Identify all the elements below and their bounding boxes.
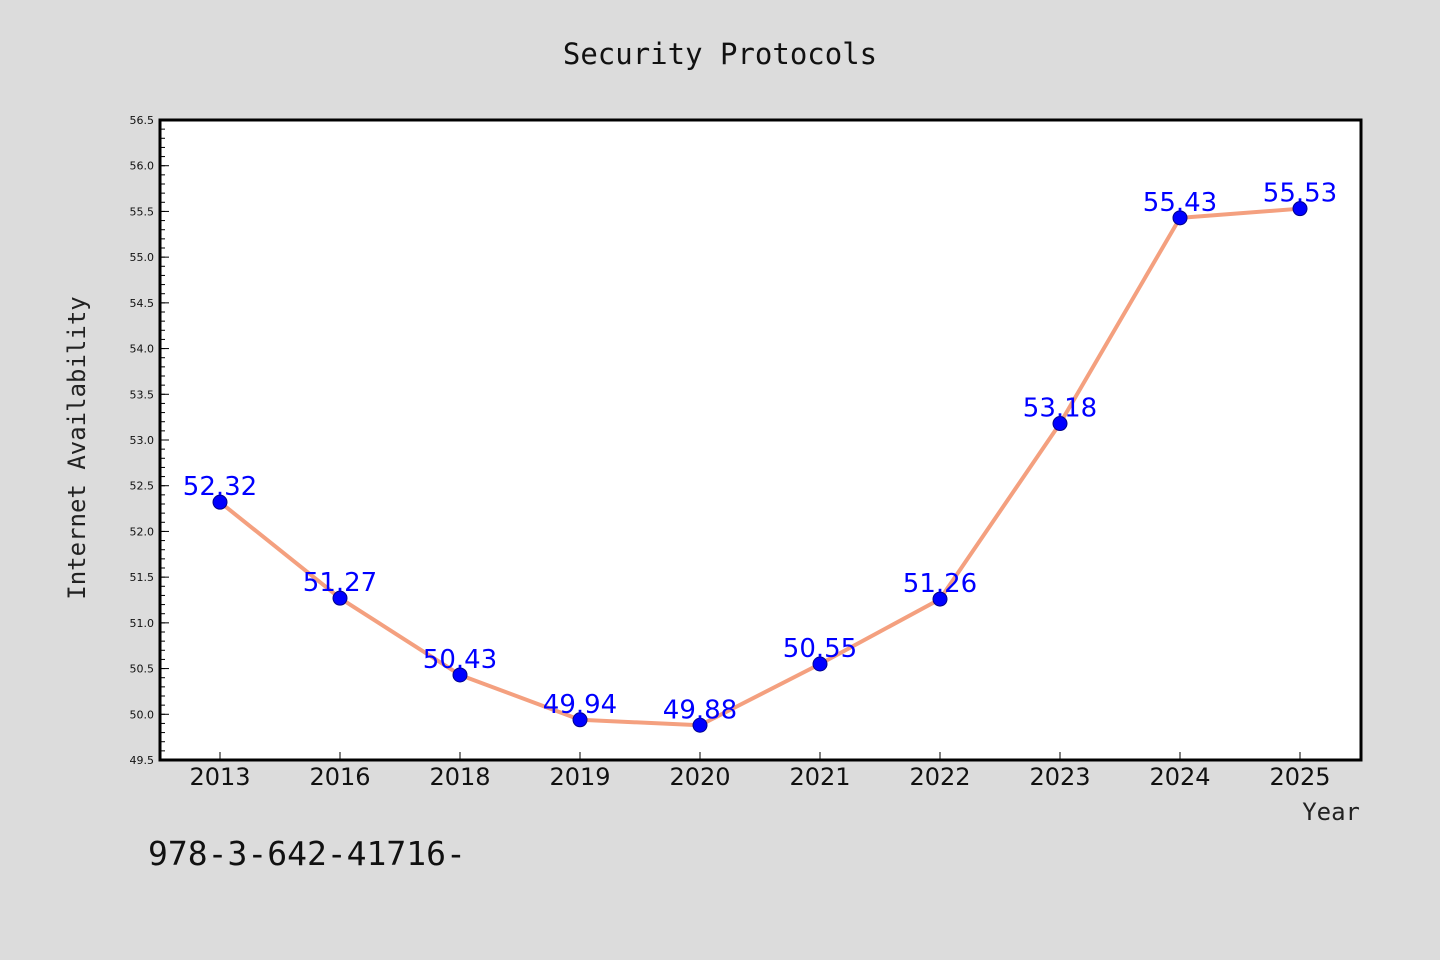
data-point (452, 667, 468, 683)
y-tick-label: 56.0 (130, 160, 155, 173)
data-label: 51.26 (903, 569, 977, 599)
data-label: 50.43 (423, 645, 497, 675)
series-line (218, 206, 1301, 728)
x-tick-label: 2022 (909, 763, 970, 791)
y-tick-label: 51.5 (130, 571, 155, 584)
y-tick-label: 49.5 (130, 754, 155, 767)
data-point (1292, 201, 1308, 217)
plot-frame (158, 118, 1363, 762)
data-label: 49.94 (543, 690, 617, 720)
data-point (692, 717, 708, 733)
data-point (212, 494, 228, 510)
data-label: 55.53 (1263, 179, 1337, 209)
data-label: 51.27 (303, 568, 377, 598)
y-tick-label: 53.0 (130, 434, 155, 447)
chart-title: Security Protocols (563, 37, 877, 71)
data-label: 52.32 (183, 472, 257, 502)
y-tick-label: 50.5 (130, 663, 155, 676)
x-axis-label: Year (1302, 798, 1360, 826)
x-axis: 2013 2016 2018 2019 2020 2021 2022 2023 2024 2025 (189, 752, 1331, 791)
footer-text: 978-3-642-41716- (148, 834, 466, 873)
series-layer: 52.32 51.27 50.43 49.94 49.88 50.55 51.26 53.18… (183, 179, 1337, 733)
x-tick-label: 2018 (429, 763, 490, 791)
y-tick-label: 54.0 (130, 343, 155, 356)
data-point (332, 590, 348, 606)
data-label: 55.43 (1143, 188, 1217, 218)
data-label: 49.88 (663, 695, 737, 725)
y-tick-label: 52.0 (130, 525, 155, 538)
x-tick-label: 2023 (1029, 763, 1090, 791)
y-tick-label: 55.5 (130, 205, 155, 218)
x-tick-label: 2019 (549, 763, 610, 791)
x-tick-label: 2016 (309, 763, 370, 791)
data-label: 50.55 (783, 634, 857, 664)
y-tick-label: 51.0 (130, 617, 155, 630)
x-tick-label: 2025 (1269, 763, 1330, 791)
y-tick-label: 50.0 (130, 708, 155, 721)
data-point (572, 712, 588, 728)
data-point (932, 591, 948, 607)
y-tick-label: 53.5 (130, 388, 155, 401)
x-tick-label: 2021 (789, 763, 850, 791)
y-tick-label: 52.5 (130, 480, 155, 493)
x-tick-label: 2024 (1149, 763, 1210, 791)
data-label: 53.18 (1023, 394, 1097, 424)
x-tick-label: 2020 (669, 763, 730, 791)
y-axis: 49.5 50.0 50.5 51.0 51.5 52.0 52.5 53.0 53.5 54.0… (130, 114, 169, 767)
y-tick-label: 54.5 (130, 297, 155, 310)
y-axis-label: Internet Availability (63, 296, 91, 599)
data-point (812, 656, 828, 672)
x-tick-label: 2013 (189, 763, 250, 791)
plot-area (160, 120, 1361, 760)
y-tick-label: 55.0 (130, 251, 155, 264)
y-tick-label: 56.5 (130, 114, 155, 127)
data-point (1052, 416, 1068, 432)
data-point (1172, 210, 1188, 226)
